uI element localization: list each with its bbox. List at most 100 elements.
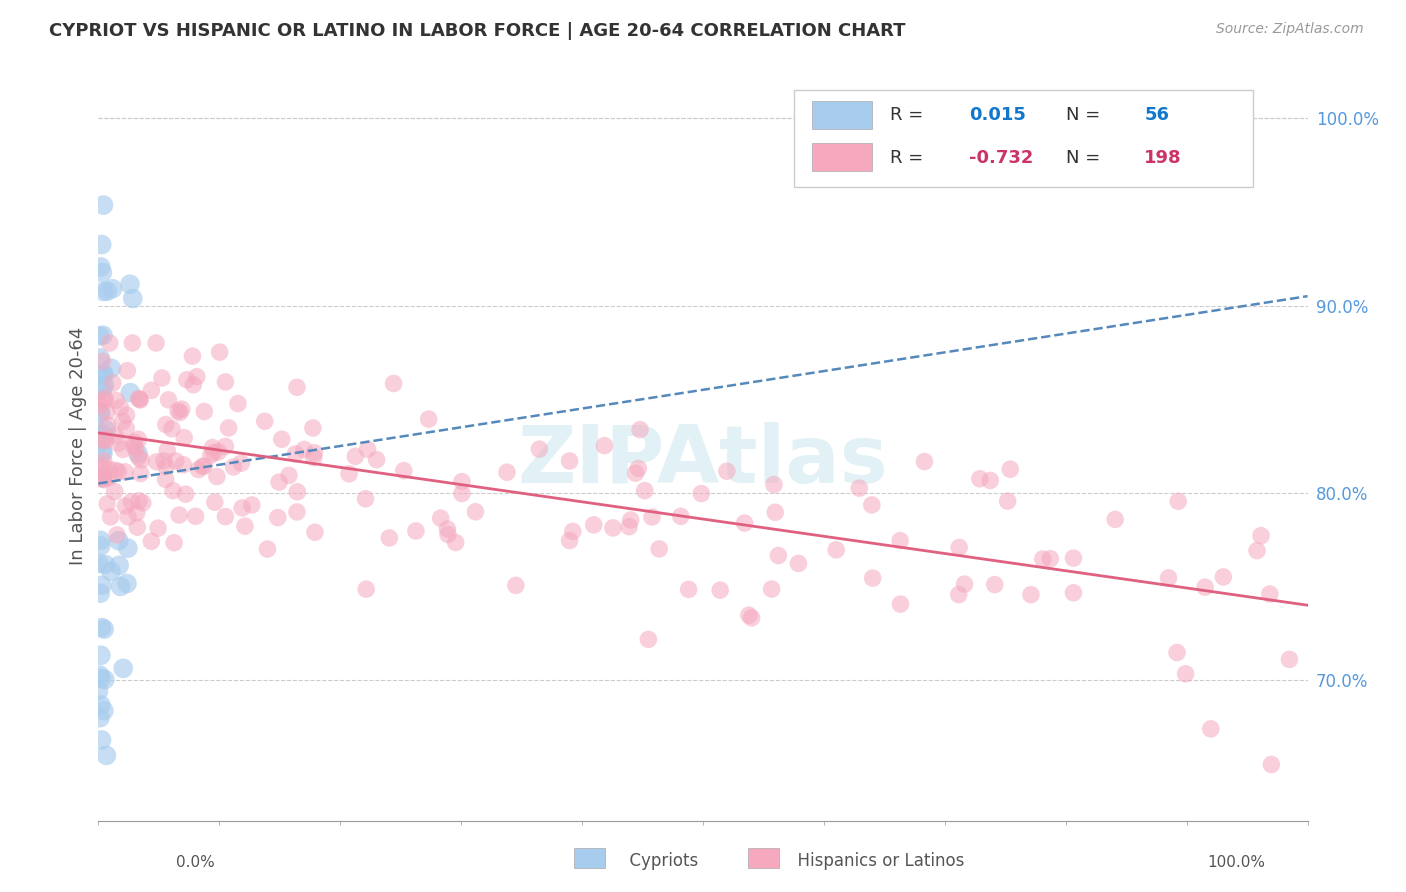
Point	[89, 406, 111, 420]
Point	[120, 385, 142, 400]
Point	[128, 450, 150, 465]
Point	[201, 441, 224, 455]
Point	[128, 493, 150, 508]
Point	[163, 535, 186, 549]
Point	[125, 506, 148, 520]
Point	[378, 531, 401, 545]
Point	[122, 435, 145, 450]
Point	[436, 522, 458, 536]
Point	[187, 462, 209, 476]
Point	[157, 392, 180, 407]
Point	[170, 402, 193, 417]
Point	[762, 477, 785, 491]
Point	[953, 577, 976, 591]
Point	[108, 558, 131, 573]
Point	[627, 461, 650, 475]
Point	[669, 509, 692, 524]
Point	[96, 405, 118, 419]
Point	[1104, 512, 1126, 526]
Point	[641, 510, 664, 524]
Point	[208, 345, 231, 359]
Point	[114, 465, 136, 479]
Point	[1278, 652, 1301, 666]
Point	[204, 495, 226, 509]
Point	[1032, 552, 1054, 566]
Point	[226, 396, 249, 410]
Point	[132, 496, 155, 510]
Point	[1260, 757, 1282, 772]
Point	[93, 473, 115, 487]
Point	[93, 432, 115, 446]
Point	[214, 375, 236, 389]
Point	[678, 582, 700, 597]
Point	[356, 442, 378, 457]
Point	[121, 336, 143, 351]
Point	[231, 500, 253, 515]
Point	[741, 611, 763, 625]
Point	[969, 472, 991, 486]
Point	[90, 620, 112, 634]
Point	[127, 446, 149, 460]
Point	[87, 557, 110, 571]
Point	[602, 521, 624, 535]
Point	[117, 364, 139, 378]
Point	[128, 392, 150, 406]
Point	[634, 483, 657, 498]
Point	[128, 392, 150, 407]
Point	[593, 439, 616, 453]
Point	[115, 408, 138, 422]
Bar	[811, 101, 872, 129]
Point	[93, 428, 115, 442]
Point	[150, 371, 173, 385]
Point	[118, 277, 141, 292]
Point	[104, 463, 127, 477]
Point	[174, 487, 197, 501]
Point	[96, 284, 118, 298]
Point	[91, 444, 114, 458]
Point	[155, 459, 177, 474]
Point	[172, 458, 194, 472]
Point	[628, 423, 651, 437]
Point	[1194, 580, 1216, 594]
Point	[200, 448, 222, 462]
Point	[181, 349, 204, 363]
Point	[181, 377, 204, 392]
Point	[1019, 588, 1042, 602]
Text: Cypriots: Cypriots	[619, 852, 697, 870]
Point	[89, 668, 111, 682]
Point	[105, 393, 128, 408]
Point	[738, 608, 761, 623]
Point	[115, 576, 138, 591]
Point	[284, 447, 307, 461]
Point	[582, 517, 605, 532]
Point	[285, 505, 308, 519]
Text: R =: R =	[890, 106, 929, 124]
Text: N =: N =	[1066, 149, 1105, 167]
Point	[176, 373, 198, 387]
Point	[285, 380, 308, 394]
Text: 0.0%: 0.0%	[176, 855, 215, 870]
Text: 100.0%: 100.0%	[1208, 855, 1265, 870]
Point	[637, 632, 659, 647]
Point	[253, 414, 276, 428]
Point	[1062, 586, 1084, 600]
Point	[104, 484, 127, 499]
Point	[94, 434, 117, 448]
Point	[979, 474, 1001, 488]
Point	[115, 421, 138, 435]
Text: R =: R =	[890, 149, 929, 167]
Point	[90, 469, 112, 483]
Point	[337, 467, 360, 481]
Point	[169, 405, 191, 419]
Point	[107, 465, 129, 479]
Point	[87, 684, 110, 698]
Point	[117, 509, 139, 524]
Point	[100, 510, 122, 524]
Point	[1246, 543, 1268, 558]
Point	[167, 508, 190, 522]
Point	[561, 524, 583, 539]
Point	[761, 582, 783, 596]
Point	[96, 417, 118, 432]
Point	[93, 391, 115, 405]
Bar	[811, 143, 872, 171]
